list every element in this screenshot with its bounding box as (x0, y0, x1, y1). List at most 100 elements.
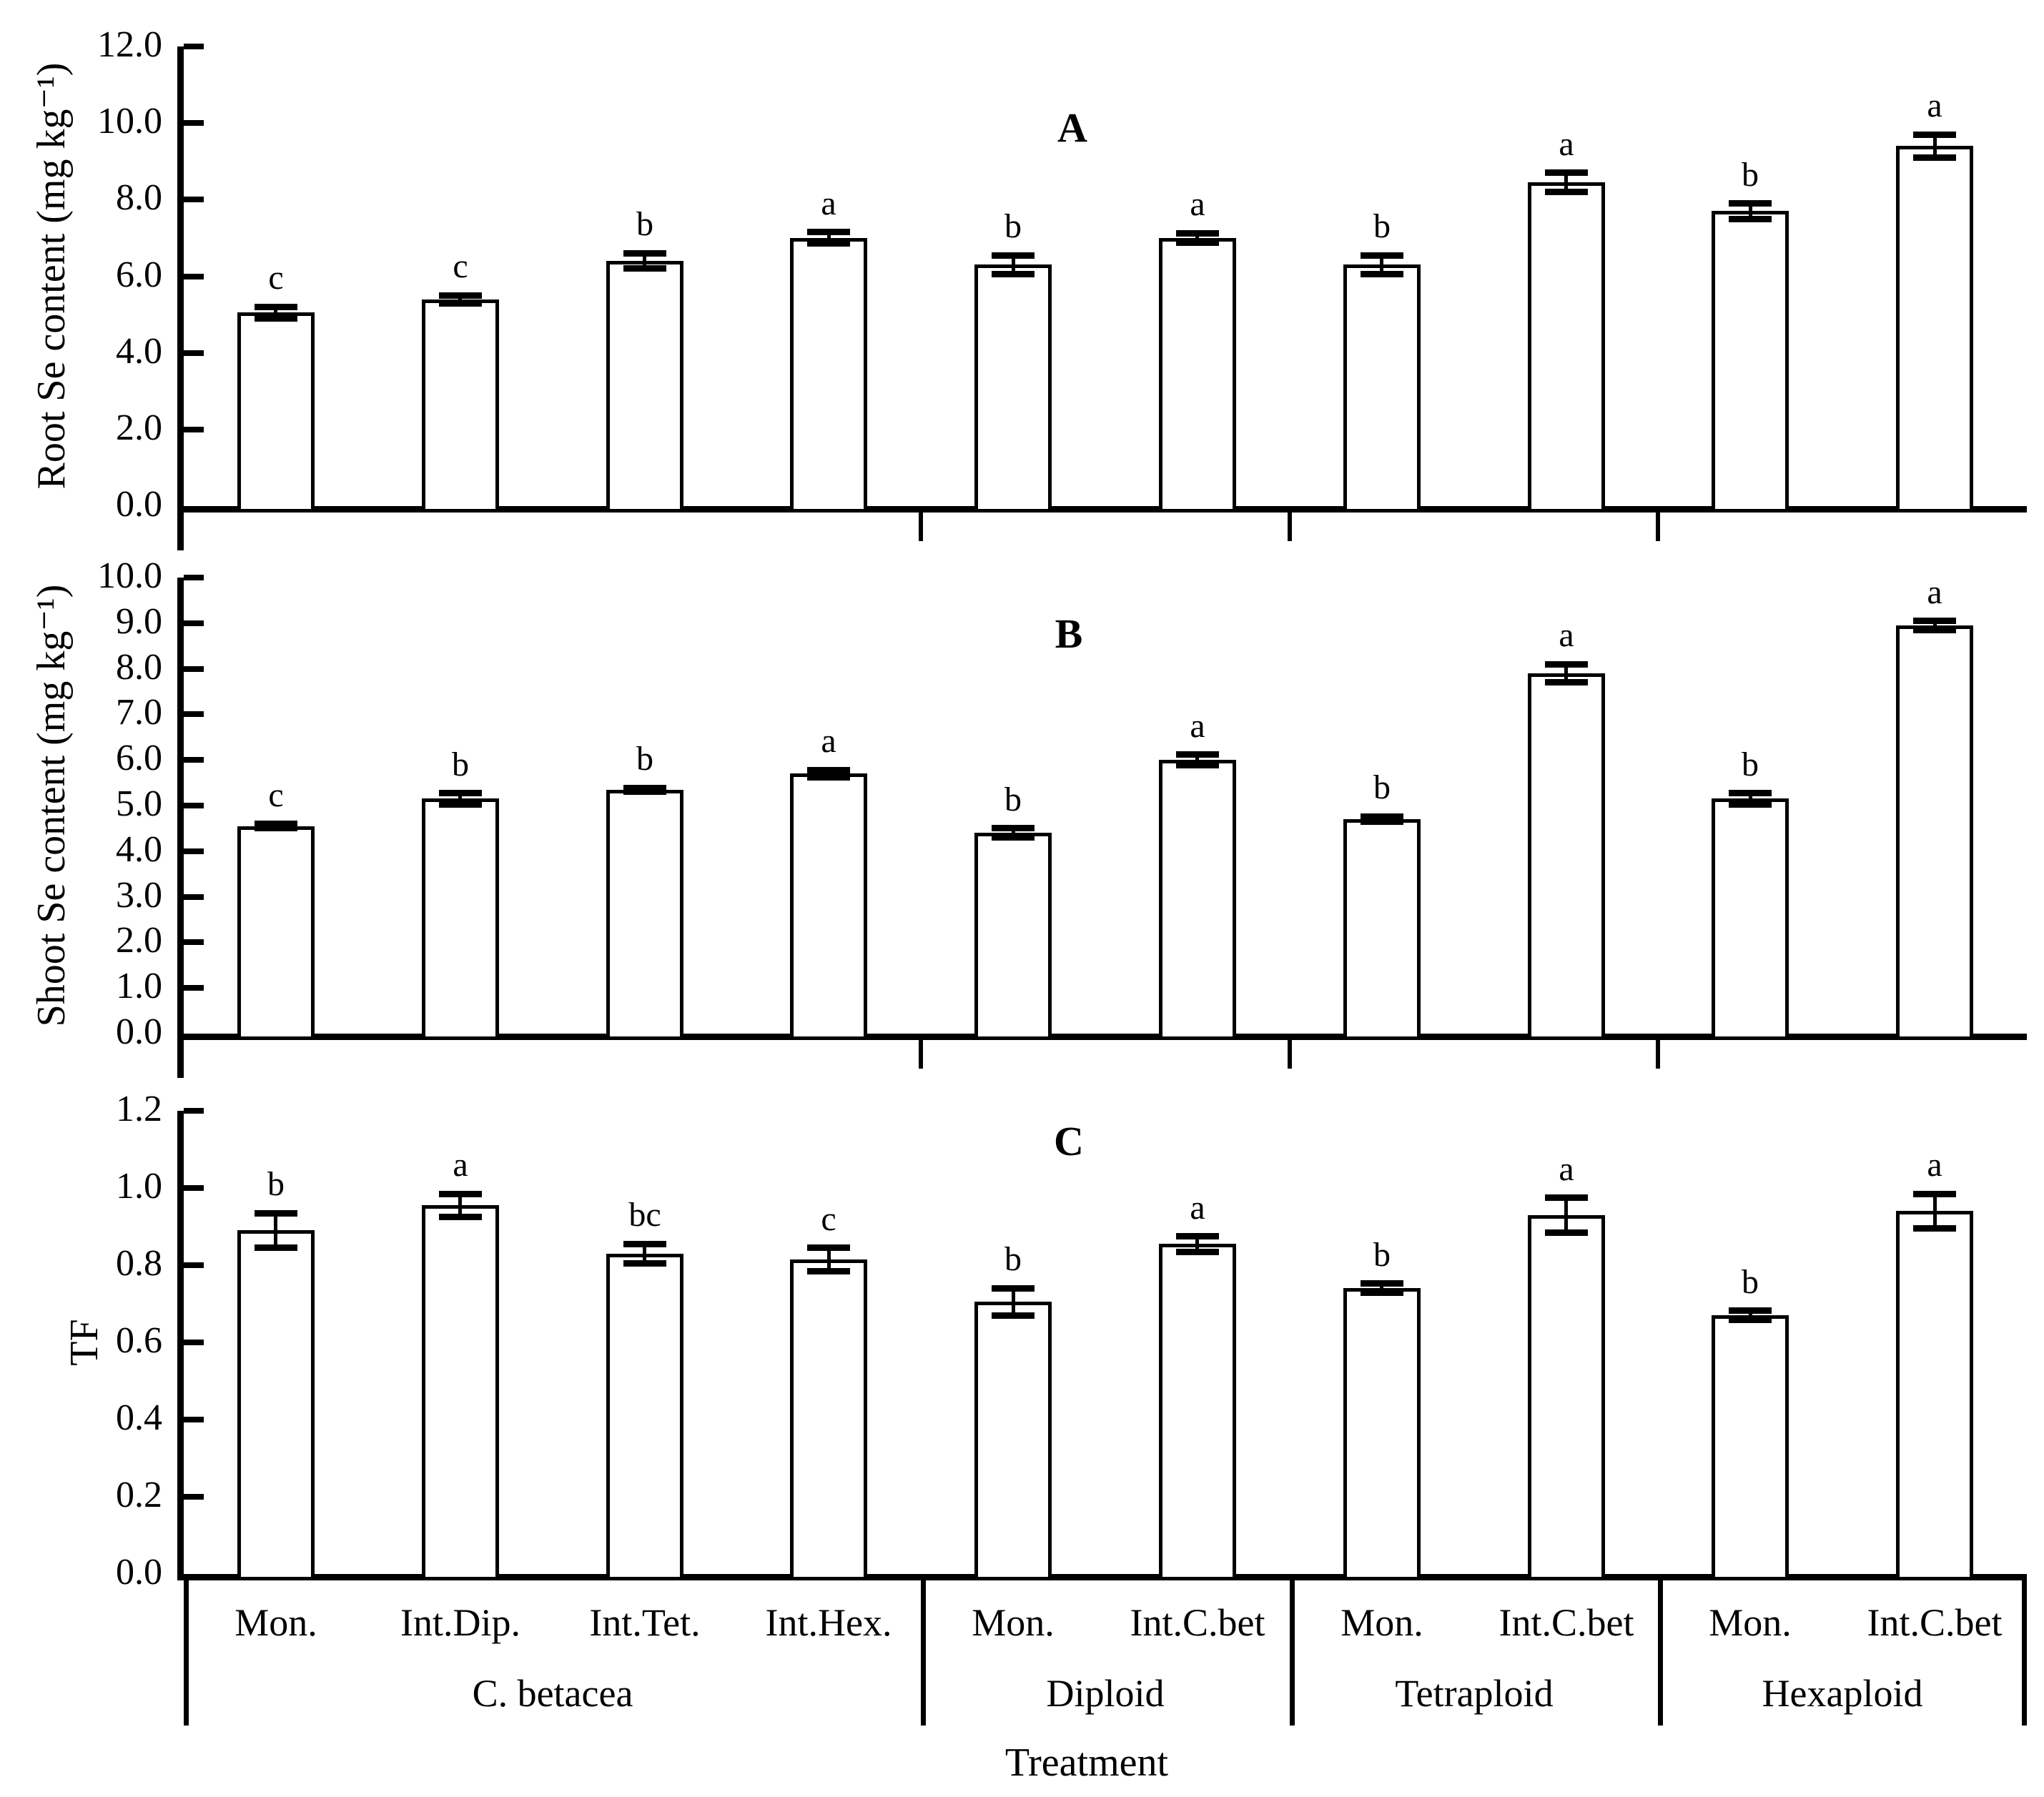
bar (1712, 798, 1789, 1040)
panel-letter-b: B (1055, 610, 1083, 657)
x-axis-line (177, 1574, 2027, 1580)
error-bar-cap-bottom (807, 240, 850, 247)
error-bar-cap-top (1913, 618, 1956, 624)
significance-letter: c (821, 1200, 836, 1238)
group-separator-tick (1656, 1040, 1660, 1069)
error-bar-cap-top (1361, 813, 1403, 820)
error-bar-line (1195, 233, 1199, 242)
y-axis-line (177, 578, 184, 1078)
category-label: Mon. (1341, 1601, 1423, 1644)
x-axis-title: Treatment (1004, 1741, 1169, 1785)
table-left-edge (184, 1574, 189, 1726)
y-tick-label: 2.0 (116, 407, 162, 448)
significance-letter: a (821, 722, 836, 760)
bar (974, 1302, 1052, 1580)
error-bar-cap-bottom (992, 1312, 1035, 1319)
y-tick (184, 120, 204, 126)
y-tick-label: 0.2 (116, 1475, 162, 1515)
error-bar-cap-bottom (439, 1214, 482, 1220)
error-bar-cap-top (1729, 1307, 1772, 1314)
y-tick (184, 1108, 204, 1114)
significance-letter: a (453, 1146, 468, 1184)
error-bar-line (1933, 1194, 1937, 1229)
significance-letter: a (1190, 707, 1205, 745)
group-separator-tick (1656, 513, 1660, 541)
bar (237, 826, 315, 1040)
y-tick-label: 0.6 (116, 1320, 162, 1361)
error-bar-cap-bottom (1176, 1249, 1219, 1255)
y-tick-label: 6.0 (116, 254, 162, 295)
error-bar-cap-top (992, 252, 1035, 259)
error-bar-cap-bottom (1361, 818, 1403, 825)
bar (1159, 760, 1236, 1040)
category-label: Int.C.bet (1499, 1601, 1634, 1644)
error-bar-cap-bottom (807, 774, 850, 781)
significance-letter: a (1927, 573, 1942, 611)
group-divider (921, 1574, 926, 1726)
error-bar-cap-bottom (1913, 1225, 1956, 1232)
error-bar-cap-top (807, 767, 850, 773)
bar (1896, 146, 1973, 513)
error-bar-cap-bottom (1176, 762, 1219, 768)
bar (1896, 1211, 1973, 1580)
category-label: Int.Tet. (589, 1601, 701, 1644)
y-tick (184, 985, 204, 991)
y-tick (184, 711, 204, 717)
bar (1712, 1315, 1789, 1580)
y-tick (184, 1185, 204, 1191)
error-bar-line (827, 232, 831, 244)
error-bar-cap-bottom (623, 265, 666, 272)
significance-letter: a (1559, 616, 1574, 654)
significance-letter: b (1004, 207, 1022, 245)
table-right-edge (2022, 1574, 2027, 1726)
significance-letter: b (1373, 207, 1391, 245)
group-separator-tick (1288, 1040, 1292, 1069)
y-tick (184, 939, 204, 945)
y-tick (184, 1262, 204, 1268)
y-tick-label: 0.0 (116, 1011, 162, 1052)
bar (1343, 819, 1421, 1040)
bar (1343, 1288, 1421, 1580)
significance-letter: b (1373, 1236, 1391, 1274)
error-bar-cap-bottom (1729, 801, 1772, 808)
error-bar-cap-top (1176, 751, 1219, 758)
error-bar-cap-bottom (1176, 239, 1219, 246)
significance-letter: b (1373, 768, 1391, 806)
category-label: Int.Dip. (400, 1601, 520, 1644)
y-tick-label: 10.0 (97, 555, 162, 596)
significance-letter: b (267, 1165, 285, 1203)
y-tick (184, 427, 204, 432)
error-bar-line (1749, 1311, 1752, 1320)
bar (422, 300, 499, 513)
y-tick-label: 0.0 (116, 1552, 162, 1593)
error-bar-line (274, 307, 277, 318)
y-axis-line (177, 46, 184, 550)
error-bar-cap-bottom (807, 1268, 850, 1274)
group-label: Hexaploid (1762, 1672, 1923, 1715)
group-separator-tick (919, 513, 923, 541)
y-tick-label: 2.0 (116, 920, 162, 961)
y-tick (184, 44, 204, 49)
error-bar-line (458, 1194, 462, 1217)
error-bar-cap-bottom (1545, 1229, 1588, 1236)
error-bar-cap-top (623, 1241, 666, 1247)
error-bar-cap-top (623, 250, 666, 257)
y-tick (184, 350, 204, 356)
y-axis-line (177, 1111, 184, 1574)
significance-letter: c (268, 259, 284, 297)
y-tick-label: 1.0 (116, 966, 162, 1006)
error-bar-cap-top (1545, 169, 1588, 176)
error-bar-cap-top (439, 790, 482, 796)
error-bar-cap-top (255, 304, 297, 310)
y-tick-label: 4.0 (116, 829, 162, 870)
significance-letter: c (268, 776, 284, 814)
bar (790, 1259, 867, 1580)
y-tick-label: 10.0 (97, 101, 162, 142)
error-bar-cap-bottom (623, 788, 666, 795)
error-bar-line (643, 1244, 646, 1263)
y-tick (184, 1340, 204, 1345)
error-bar-cap-top (1913, 132, 1956, 138)
group-label: Tetraploid (1395, 1672, 1554, 1715)
y-tick-label: 5.0 (116, 783, 162, 824)
